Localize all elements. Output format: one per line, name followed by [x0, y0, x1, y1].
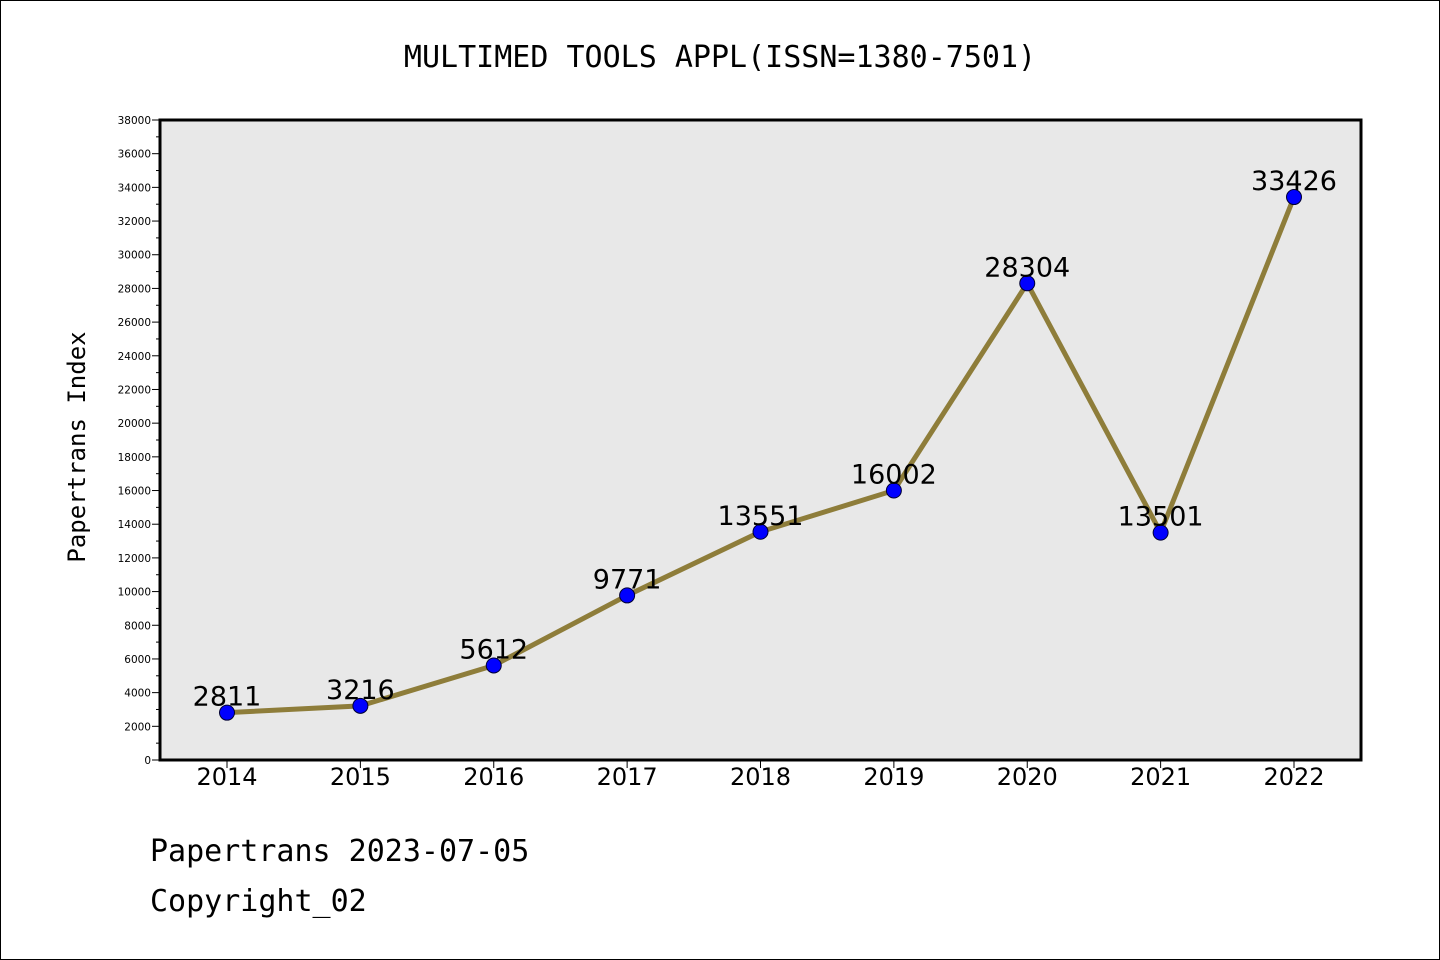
- x-tick-label: 2022: [1263, 763, 1324, 791]
- y-tick-label: 34000: [118, 182, 151, 194]
- chart-title: MULTIMED TOOLS APPL(ISSN=1380-7501): [404, 40, 1036, 75]
- x-tick-label: 2017: [597, 763, 658, 791]
- x-axis: 2014 2015 2016 2017 2018 2019 2020 2021 2022: [196, 760, 1325, 791]
- data-label: 28304: [984, 252, 1070, 283]
- data-label: 13501: [1118, 502, 1204, 533]
- series-group: 2811 3216 5612 9771 13551 16002 28304 13501 3342…: [193, 166, 1337, 721]
- data-point: [1152, 524, 1169, 541]
- y-tick-label: 30000: [118, 250, 151, 262]
- y-tick-label: 26000: [118, 317, 151, 329]
- y-tick-label: 32000: [118, 216, 151, 228]
- y-tick-label: 8000: [124, 620, 151, 632]
- x-tick-label: 2019: [863, 763, 924, 791]
- y-tick-label: 4000: [124, 688, 151, 700]
- x-tick-label: 2014: [196, 763, 257, 791]
- data-point: [485, 657, 502, 674]
- y-tick-label: 6000: [124, 654, 151, 666]
- y-tick-label: 22000: [118, 384, 151, 396]
- data-label: 33426: [1251, 166, 1337, 197]
- y-axis-label: Papertrans Index: [63, 331, 91, 562]
- y-tick-label: 28000: [118, 283, 151, 295]
- data-point: [619, 587, 636, 604]
- data-point: [352, 697, 369, 714]
- data-label: 16002: [851, 459, 937, 490]
- data-point: [885, 482, 902, 499]
- x-tick-label: 2020: [997, 763, 1058, 791]
- y-tick-label: 2000: [124, 721, 151, 733]
- data-label: 2811: [193, 682, 262, 713]
- y-tick-label: 10000: [118, 587, 151, 599]
- y-axis: 0 2000 4000 6000 8000 10000 12000 14000 16000 180…: [118, 115, 160, 767]
- y-tick-label: 16000: [118, 486, 151, 498]
- x-tick-label: 2021: [1130, 763, 1191, 791]
- data-point: [1286, 189, 1302, 206]
- data-point: [752, 523, 769, 540]
- y-tick-label: 38000: [118, 115, 151, 127]
- data-point: [219, 704, 235, 721]
- y-tick-label: 24000: [118, 351, 151, 363]
- x-tick-label: 2015: [330, 763, 391, 791]
- y-tick-label: 36000: [118, 149, 151, 161]
- data-label: 9771: [593, 564, 662, 595]
- data-point: [1019, 275, 1036, 292]
- x-tick-label: 2018: [730, 763, 791, 791]
- data-label: 3216: [326, 675, 395, 706]
- data-label: 5612: [459, 634, 528, 665]
- footer-date: Papertrans 2023-07-05: [150, 834, 530, 869]
- y-tick-label: 20000: [118, 418, 151, 430]
- y-tick-label: 12000: [118, 553, 151, 565]
- y-tick-label: 0: [144, 755, 151, 767]
- data-label: 13551: [718, 501, 804, 532]
- footer-copyright: Copyright_02: [150, 884, 367, 919]
- x-tick-label: 2016: [463, 763, 524, 791]
- y-tick-label: 18000: [118, 452, 151, 464]
- plot-area: [158, 118, 1363, 762]
- y-tick-label: 14000: [118, 519, 151, 531]
